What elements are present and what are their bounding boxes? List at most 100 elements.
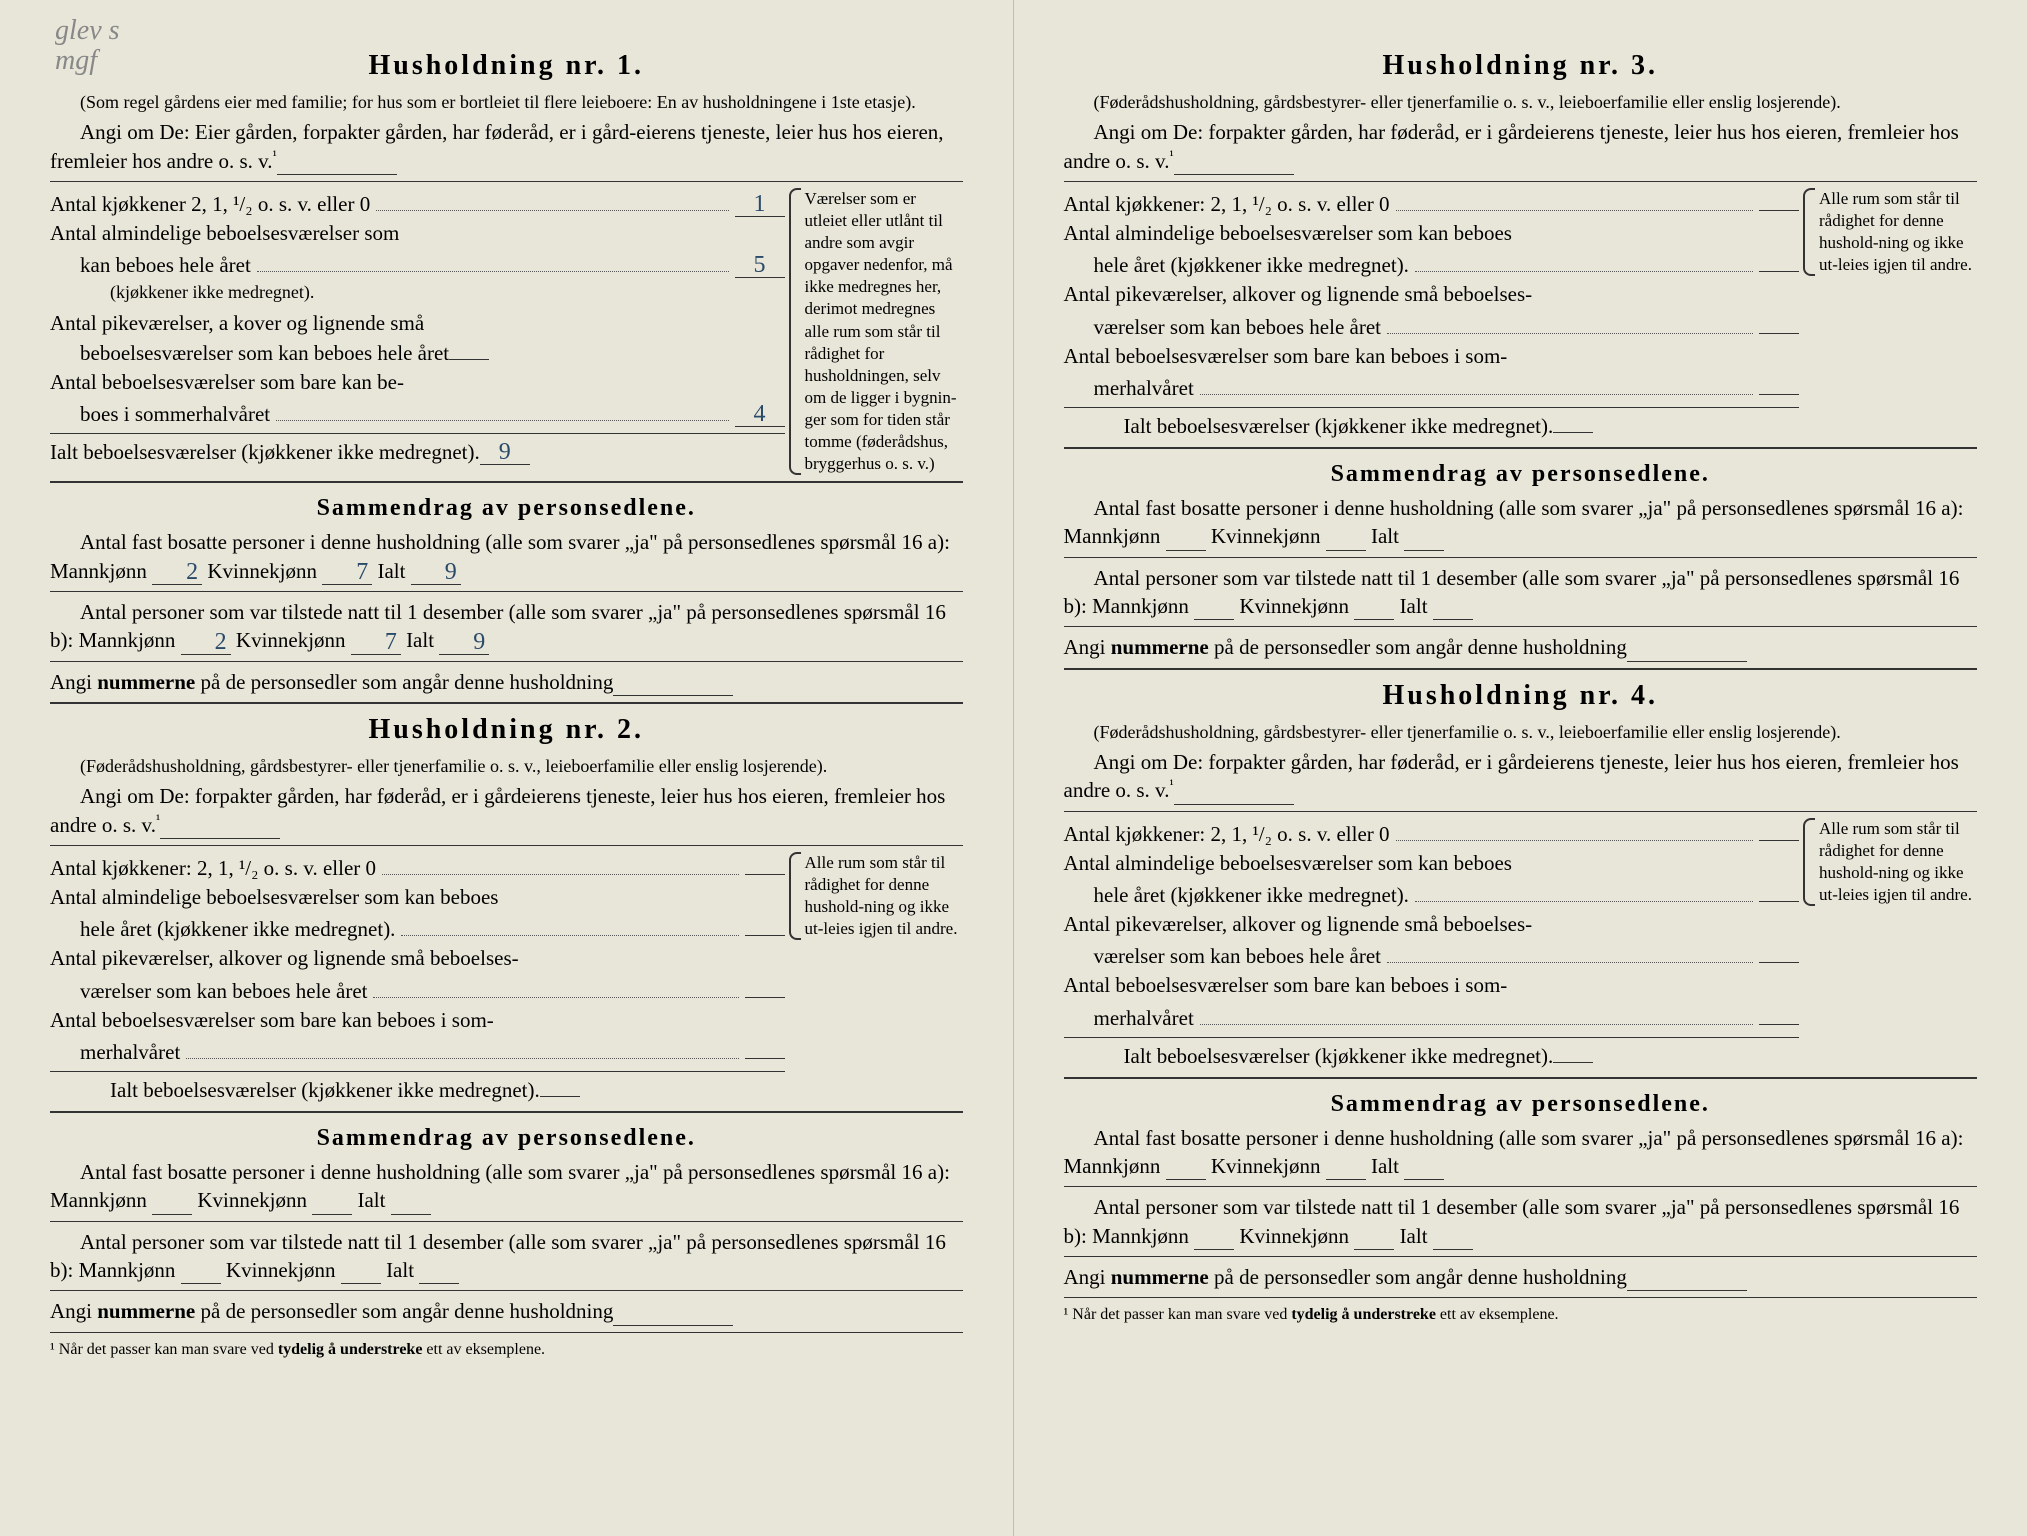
h2-alm-1: Antal almindelige beboelsesværelser som …	[50, 883, 785, 911]
fill	[1759, 840, 1799, 841]
h1-angi-text: Angi om De: Eier gården, forpakter gårde…	[50, 120, 944, 172]
dots	[1387, 313, 1753, 334]
ialt-label: Ialt	[1371, 524, 1399, 548]
h3-pike-2: værelser som kan beboes hele året	[1064, 315, 1381, 340]
fill	[613, 1325, 733, 1326]
h1-fast-k: 7	[322, 560, 372, 585]
sup: ¹	[1169, 149, 1173, 164]
h3-ialt: Ialt beboelsesværelser (kjøkkener ikke m…	[1064, 414, 1554, 439]
h1-tilst-m: 2	[181, 630, 231, 655]
t: på de personsedler som angår denne husho…	[1209, 635, 1627, 659]
h3-sommer-1: Antal beboelsesværelser som bare kan beb…	[1064, 342, 1800, 370]
h1-alm-1: Antal almindelige beboelsesværelser som	[50, 219, 785, 247]
h4-sommer-1: Antal beboelsesværelser som bare kan beb…	[1064, 971, 1800, 999]
h2-rooms-block: Antal kjøkkener: 2, 1, ¹/₂ o. s. v. elle…	[50, 852, 963, 1105]
ialt-label: Ialt	[406, 628, 434, 652]
h4-sidenote: Alle rum som står til rådighet for denne…	[1807, 818, 1977, 906]
h4-alm-1: Antal almindelige beboelsesværelser som …	[1064, 849, 1800, 877]
h2-angi-num: Angi nummerne på de personsedler som ang…	[50, 1297, 963, 1325]
h1-ialt-val: 9	[480, 440, 530, 465]
h2-sidenote-text: Alle rum som står til rådighet for denne…	[805, 853, 958, 938]
rule	[1064, 1256, 1978, 1257]
h2-ialt: Ialt beboelsesværelser (kjøkkener ikke m…	[50, 1078, 540, 1103]
h3-fast: Antal fast bosatte personer i denne hush…	[1064, 494, 1978, 551]
fill	[1627, 1290, 1747, 1291]
h4-pike-2: værelser som kan beboes hele året	[1064, 944, 1381, 969]
fill	[1759, 210, 1799, 211]
fill	[540, 1096, 580, 1097]
h4-kjokken: Antal kjøkkener: 2, 1, ¹/₂ o. s. v. elle…	[1064, 822, 1390, 847]
dots	[1200, 374, 1753, 395]
h1-sommer-2: boes i sommerhalvåret	[50, 402, 270, 427]
dots	[382, 854, 738, 875]
h1-ialt-label: Ialt beboelsesværelser (kjøkkener ikke m…	[50, 440, 480, 465]
h1-alm-2: kan beboes hele året	[50, 253, 251, 278]
h3-tilst: Antal personer som var tilstede natt til…	[1064, 564, 1978, 621]
h4-fast: Antal fast bosatte personer i denne hush…	[1064, 1124, 1978, 1181]
kvinn-label: Kvinnekjønn	[207, 559, 317, 583]
h4-pike-1: Antal pikeværelser, alkover og lignende …	[1064, 910, 1800, 938]
t: på de personsedler som angår denne husho…	[195, 670, 613, 694]
rule	[50, 433, 785, 434]
h1-alm-val: 5	[735, 253, 785, 278]
kvinn-label: Kvinnekjønn	[197, 1188, 307, 1212]
fill	[1404, 550, 1444, 551]
h4-samm-title: Sammendrag av personsedlene.	[1064, 1091, 1978, 1118]
dots	[257, 251, 729, 272]
h1-sidenote: Værelser som er utleiet eller utlånt til…	[793, 188, 963, 475]
t: ¹ Når det passer kan man svare ved	[1064, 1306, 1292, 1323]
fill	[1433, 619, 1473, 620]
h3-sidenote: Alle rum som står til rådighet for denne…	[1807, 188, 1977, 276]
footnote-left: ¹ Når det passer kan man svare ved tydel…	[50, 1341, 963, 1359]
h2-sidenote: Alle rum som står til rådighet for denne…	[793, 852, 963, 940]
h2-rooms-main: Antal kjøkkener: 2, 1, ¹/₂ o. s. v. elle…	[50, 852, 785, 1105]
rule	[1064, 1037, 1800, 1038]
h3-sommer-2: merhalvåret	[1064, 376, 1194, 401]
brace-icon	[1803, 188, 1815, 276]
fill	[312, 1214, 352, 1215]
footnote-right: ¹ Når det passer kan man svare ved tydel…	[1064, 1306, 1978, 1324]
h3-kjokken: Antal kjøkkener: 2, 1, ¹/₂ o. s. v. elle…	[1064, 192, 1390, 217]
kvinn-label: Kvinnekjønn	[1211, 524, 1321, 548]
h4-rooms-main: Antal kjøkkener: 2, 1, ¹/₂ o. s. v. elle…	[1064, 818, 1800, 1071]
h4-intro: (Føderådshusholdning, gårdsbestyrer- ell…	[1064, 720, 1978, 744]
h4-angi-num: Angi nummerne på de personsedler som ang…	[1064, 1263, 1978, 1291]
rule	[50, 1111, 963, 1113]
h1-tilst: Antal personer som var tilstede natt til…	[50, 598, 963, 655]
h2-angi: Angi om De: forpakter gården, har føderå…	[50, 782, 963, 839]
fill	[1194, 1249, 1234, 1250]
rule	[50, 1290, 963, 1291]
dots	[401, 915, 738, 936]
t: nummerne	[1111, 1265, 1209, 1289]
fill	[1354, 1249, 1394, 1250]
dots	[373, 977, 738, 998]
t: Angi	[50, 1299, 97, 1323]
dots	[186, 1038, 738, 1059]
h1-angi-fill	[277, 174, 397, 175]
rule	[50, 481, 963, 483]
dots	[1415, 251, 1753, 272]
h1-rooms-main: Antal kjøkkener 2, 1, ¹/₂ o. s. v. eller…	[50, 188, 785, 467]
t: nummerne	[97, 670, 195, 694]
h4-tilst: Antal personer som var tilstede natt til…	[1064, 1193, 1978, 1250]
rule	[1064, 557, 1978, 558]
brace-icon	[789, 188, 801, 475]
h4-title: Husholdning nr. 4.	[1064, 680, 1978, 712]
h3-alm-2: hele året (kjøkkener ikke medregnet).	[1064, 253, 1409, 278]
h3-sidenote-text: Alle rum som står til rådighet for denne…	[1819, 189, 1972, 274]
fill	[745, 935, 785, 936]
h4-fast-label: Antal fast bosatte personer i denne hush…	[1064, 1126, 1964, 1178]
h3-samm-title: Sammendrag av personsedlene.	[1064, 461, 1978, 488]
ialt-label: Ialt	[1400, 1224, 1428, 1248]
h2-angi-text: Angi om De: forpakter gården, har føderå…	[50, 784, 945, 836]
h4-alm-2: hele året (kjøkkener ikke medregnet).	[1064, 883, 1409, 908]
rule	[50, 1221, 963, 1222]
fill	[181, 1283, 221, 1284]
rule	[50, 1332, 963, 1333]
kvinn-label: Kvinnekjønn	[226, 1258, 336, 1282]
t: tydelig å understreke	[278, 1341, 423, 1358]
fill	[745, 1058, 785, 1059]
h4-rooms-block: Antal kjøkkener: 2, 1, ¹/₂ o. s. v. elle…	[1064, 818, 1978, 1071]
fill	[1194, 619, 1234, 620]
h4-angi-text: Angi om De: forpakter gården, har føderå…	[1064, 750, 1959, 802]
